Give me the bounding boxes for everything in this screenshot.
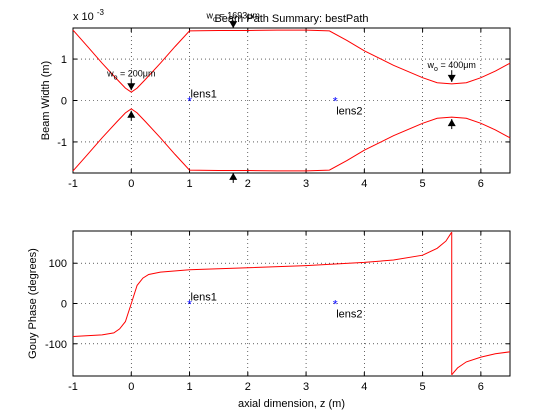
x-tick-label: 5: [420, 381, 426, 393]
waist-label-value: = 200μm: [117, 68, 155, 78]
waist-label-w: w: [106, 68, 114, 78]
lens-marker: *: [333, 95, 338, 109]
beam-width-ticks: -1 0 1 2 3 4 5 6 -1 0 1: [57, 28, 510, 190]
waist-arrowhead: [447, 74, 456, 82]
waist-label-w: w: [427, 60, 435, 70]
lens-marker: *: [333, 298, 338, 312]
waist-label-value: = 1693μm: [217, 10, 260, 20]
x-tick-label: 0: [128, 381, 134, 393]
y-tick-label: 0: [61, 96, 67, 108]
waist-arrowhead: [229, 172, 238, 180]
beam-width-lower-line: [72, 108, 511, 172]
beam-width-upper-line: [72, 29, 511, 93]
waist-arrowhead: [127, 83, 136, 91]
x-tick-label: 5: [420, 178, 426, 190]
x-tick-label: 2: [245, 178, 251, 190]
x-axis-label: axial dimension, z (m): [238, 398, 345, 410]
y-axis-exponent-base: x 10: [73, 11, 94, 23]
waist-label-w: w: [206, 10, 214, 20]
lens-marker: *: [187, 298, 192, 312]
y-axis-exponent-power: -3: [97, 8, 105, 17]
gouy-phase-grid: [73, 231, 510, 376]
waist-label-value: = 400μm: [438, 60, 476, 70]
waist-label: wo = 400μm: [427, 60, 476, 73]
waist-arrowhead: [127, 110, 136, 118]
x-tick-label: 6: [478, 381, 484, 393]
x-tick-label: 1: [186, 381, 192, 393]
beam-width-y-label: Beam Width (m): [40, 61, 52, 140]
waist-arrowhead: [229, 21, 238, 29]
lens-label: lens2: [336, 106, 362, 118]
lens-marker: *: [187, 95, 192, 109]
gouy-phase-y-label: Gouy Phase (degrees): [27, 248, 39, 359]
waist-label-sub: o: [114, 74, 118, 81]
x-tick-label: 6: [478, 178, 484, 190]
lens-label: lens2: [336, 309, 362, 321]
x-tick-label: 1: [186, 178, 192, 190]
waist-label: wo = 200μm: [106, 68, 155, 81]
waist-label-sub: o: [434, 66, 438, 73]
x-tick-label: 4: [361, 178, 367, 190]
y-tick-label: 1: [61, 54, 67, 66]
gouy-phase-annotations: *lens1 *lens2: [187, 292, 362, 321]
x-tick-label: -1: [68, 178, 78, 190]
y-tick-label: 0: [61, 299, 67, 311]
waist-label-sub: o: [213, 16, 217, 23]
chart-title: Beam Path Summary: bestPath: [214, 13, 368, 25]
x-tick-label: 4: [361, 381, 367, 393]
beam-width-grid: [73, 28, 510, 173]
gouy-phase-ticks: -1 0 1 2 3 4 5 6 -100 0 100: [45, 231, 510, 393]
lens-label: lens1: [191, 89, 217, 101]
x-tick-label: -1: [68, 381, 78, 393]
waist-arrowhead: [447, 119, 456, 127]
x-tick-label: 2: [245, 381, 251, 393]
x-tick-label: 3: [303, 178, 309, 190]
waist-label: wo = 1693μm: [206, 10, 260, 23]
beam-width-plot-frame: [72, 27, 511, 174]
x-tick-label: 0: [128, 178, 134, 190]
y-tick-label: 100: [49, 258, 67, 270]
gouy-phase-line: [72, 231, 453, 337]
y-tick-label: -1: [57, 137, 67, 149]
gouy-phase-line: [451, 351, 511, 376]
y-axis-exponent: x 10 -3: [73, 8, 105, 23]
beam-width-series: [72, 29, 511, 172]
x-tick-label: 3: [303, 381, 309, 393]
gouy-phase-plot-frame: [72, 230, 511, 377]
y-tick-label: -100: [45, 339, 67, 351]
gouy-phase-series: [72, 231, 511, 376]
lens-label: lens1: [191, 292, 217, 304]
